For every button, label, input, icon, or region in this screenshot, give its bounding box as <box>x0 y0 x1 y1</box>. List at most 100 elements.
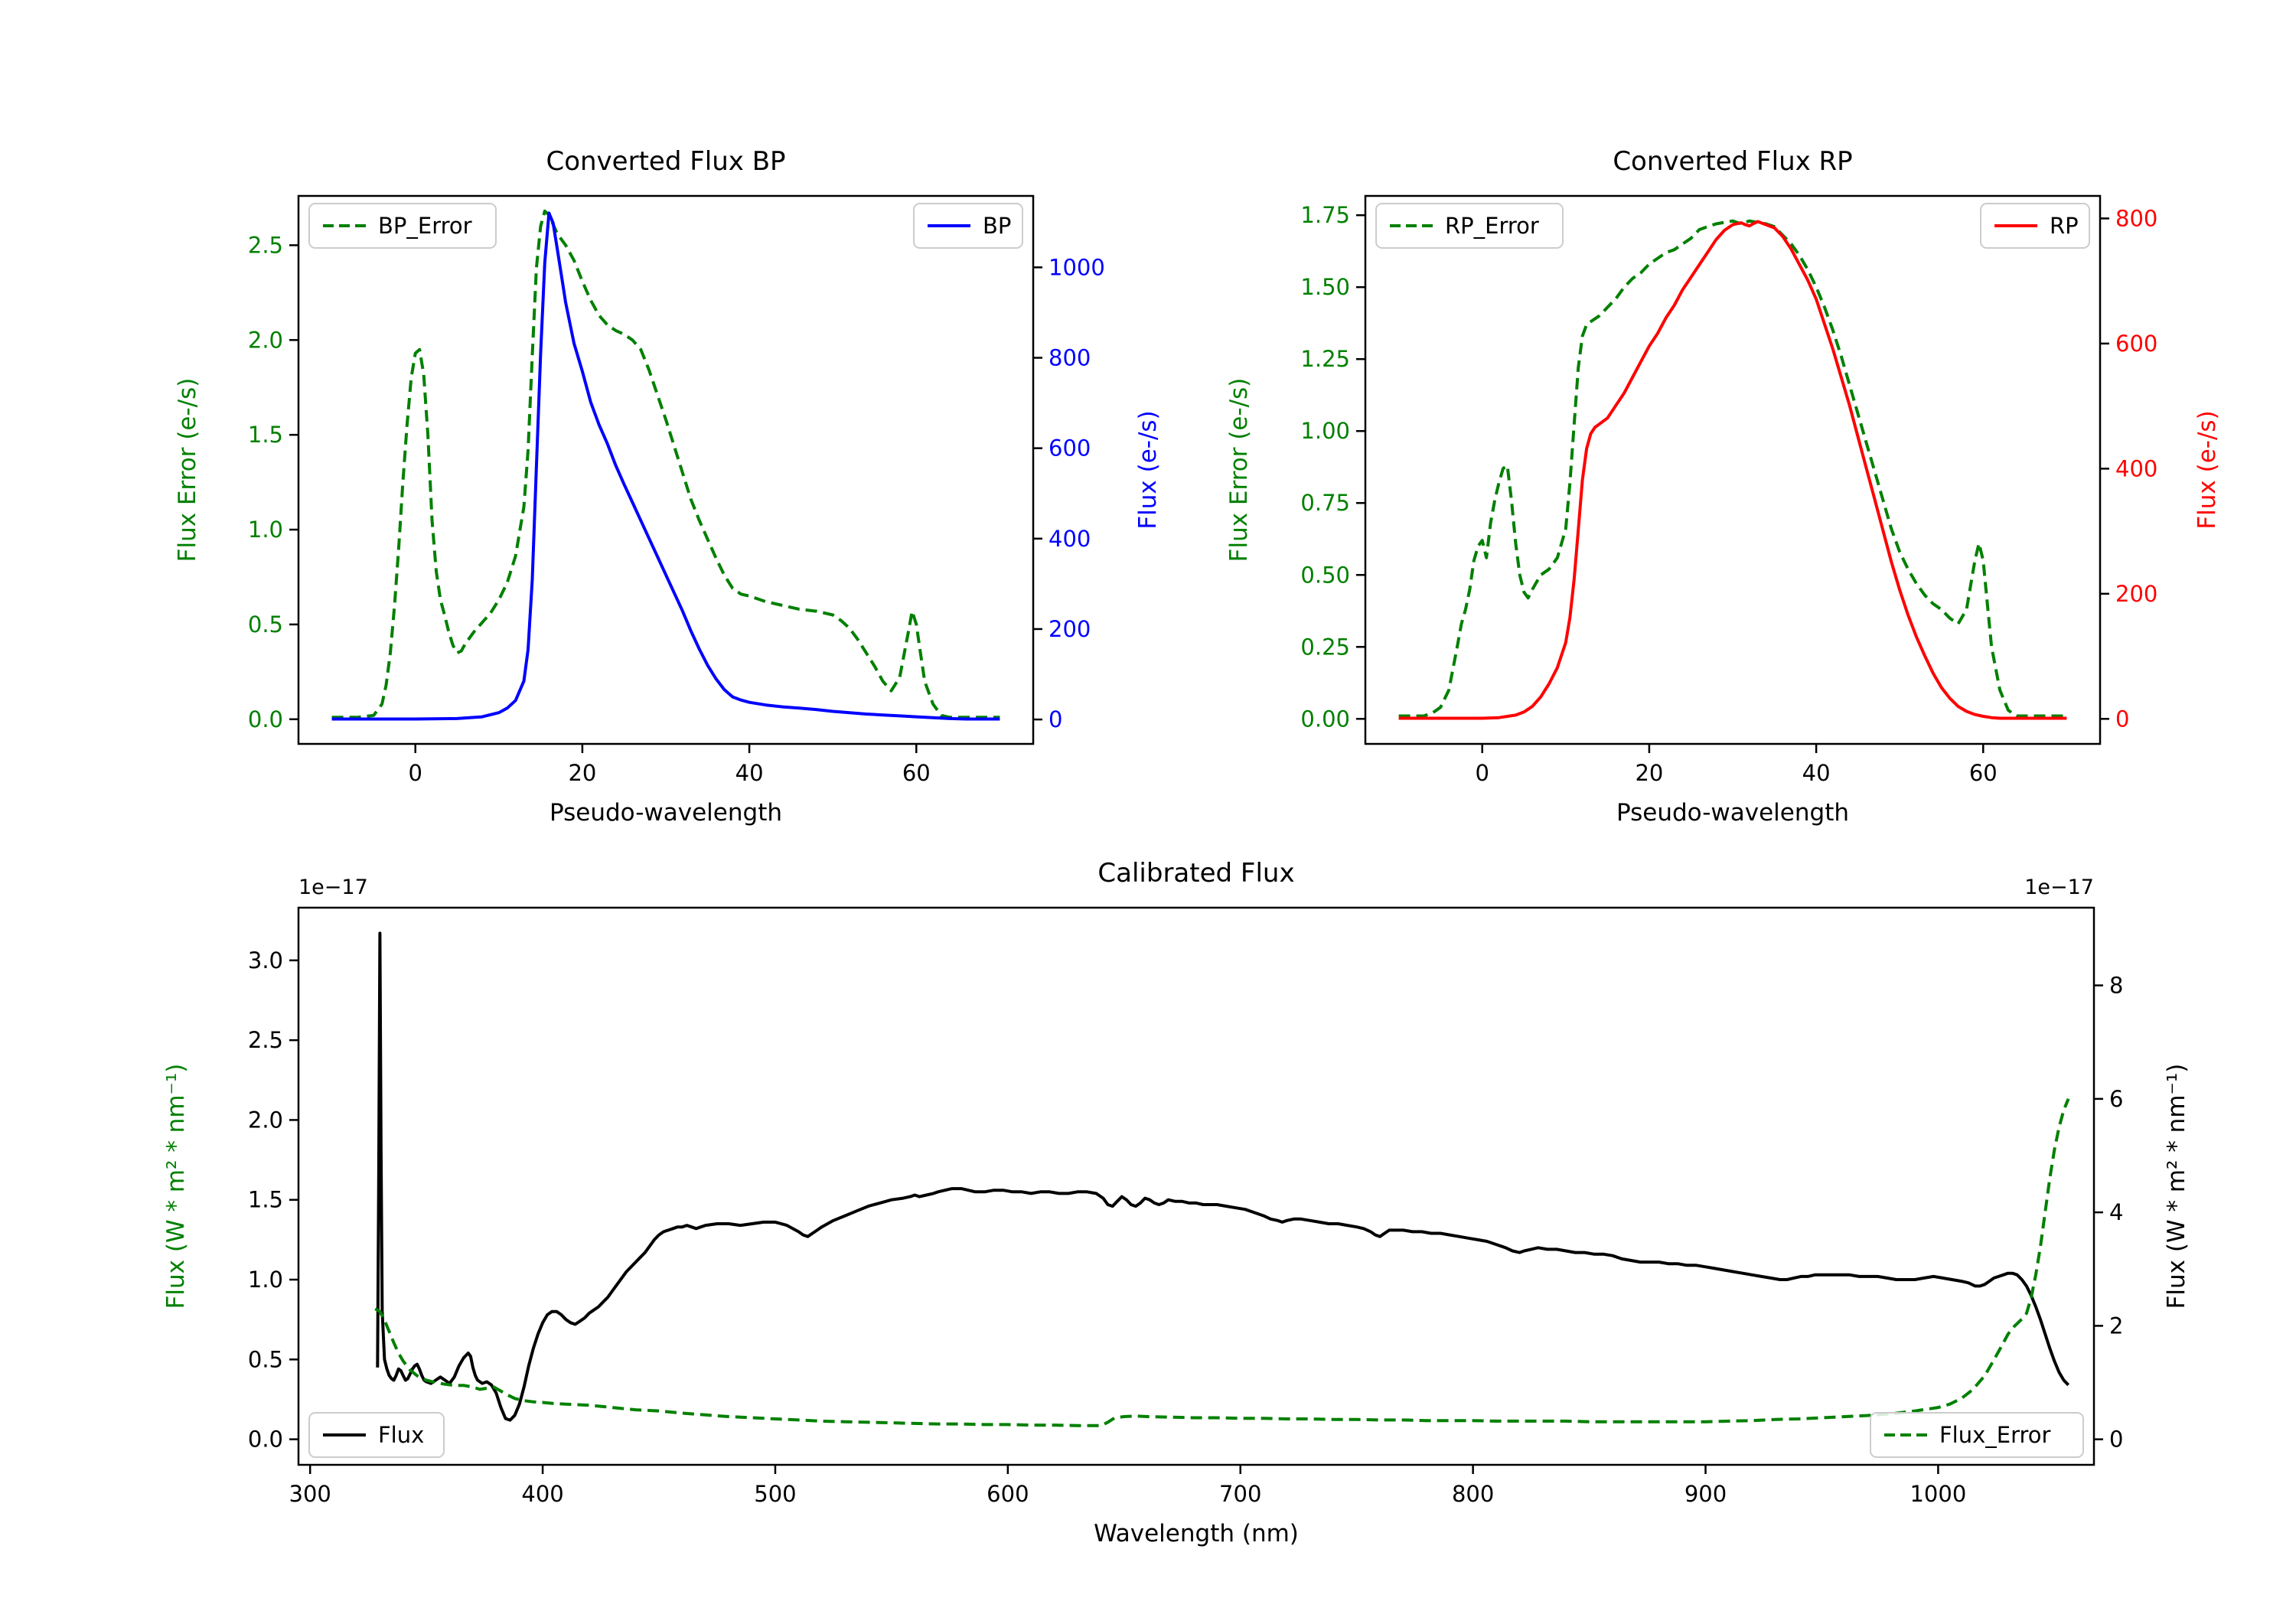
legend-label: Flux <box>378 1422 424 1448</box>
BP_Error-line <box>331 209 1000 719</box>
x-tick-label: 0 <box>409 760 422 786</box>
x-axis-label: Wavelength (nm) <box>1094 1520 1299 1547</box>
y-tick-label-left: 2.0 <box>248 1107 283 1133</box>
x-tick-label: 0 <box>1476 760 1489 786</box>
x-axis: 300 400 500 600 700 800 900 1000 Wavelength (nm) <box>289 1465 1966 1547</box>
y-tick-label-left: 0.75 <box>1300 490 1350 516</box>
y-axis-right-label: Flux (e-/s) <box>1134 410 1162 529</box>
y-tick-label-left: 2.0 <box>248 327 283 353</box>
y-tick-label-right: 6 <box>2109 1086 2123 1112</box>
y-axis-left-label: Flux Error (e-/s) <box>1225 378 1253 563</box>
y-axis-right-label: Flux (W * m² * nm⁻¹) <box>2163 1064 2190 1309</box>
x-tick-label: 600 <box>987 1481 1029 1507</box>
y-tick-label-right: 0 <box>2115 706 2129 732</box>
chart-title: Converted Flux RP <box>1613 146 1852 177</box>
y-tick-label-left: 0.5 <box>248 1346 283 1372</box>
y-axis-left: 0.0 0.5 1.0 1.5 2.0 2.5 3.0 Flux (W * m² * nm⁻¹… <box>162 947 298 1453</box>
y-tick-label-left: 2.5 <box>248 232 283 258</box>
y-tick-label-left: 0.00 <box>1300 706 1350 732</box>
y-tick-label-left: 0.5 <box>248 611 283 638</box>
series-group <box>331 209 1000 721</box>
y-tick-label-left: 3.0 <box>248 947 283 973</box>
x-tick-label: 300 <box>289 1481 331 1507</box>
x-tick-label: 400 <box>521 1481 563 1507</box>
y-tick-label-left: 1.0 <box>248 1267 283 1293</box>
y-tick-label-left: 0.0 <box>248 1427 283 1453</box>
offset-text-right: 1e−17 <box>2024 876 2094 899</box>
x-tick-label: 900 <box>1684 1481 1727 1507</box>
y-tick-label-left: 1.50 <box>1300 274 1350 300</box>
legend-Flux: Flux <box>308 1412 445 1458</box>
x-tick-label: 800 <box>1452 1481 1494 1507</box>
legend-frame <box>308 1412 445 1458</box>
chart-title: Calibrated Flux <box>1097 858 1294 889</box>
legend-label: RP <box>2050 213 2079 239</box>
y-tick-label-right: 600 <box>2115 331 2157 357</box>
legend-label: BP <box>983 213 1011 239</box>
y-tick-label-left: 1.0 <box>248 517 283 543</box>
axes-spines <box>1364 194 2102 745</box>
x-tick-label: 60 <box>902 760 931 786</box>
y-tick-label-left: 1.75 <box>1300 202 1350 228</box>
x-tick-label: 60 <box>1969 760 1998 786</box>
offset-text-left: 1e−17 <box>298 876 368 899</box>
y-axis-left-label: Flux Error (e-/s) <box>174 378 201 563</box>
x-tick-label: 40 <box>735 760 764 786</box>
chart-rp: 0 20 40 60 Pseudo-wavelength 0.00 0.25 0.50 0.75… <box>1225 146 2221 827</box>
RP_Error-line <box>1398 219 2067 718</box>
x-axis-label: Pseudo-wavelength <box>1616 799 1849 827</box>
y-tick-label-right: 400 <box>2115 455 2157 481</box>
y-tick-label-right: 8 <box>2109 973 2123 999</box>
legend-Flux_Error: Flux_Error <box>1870 1412 2084 1458</box>
y-tick-label-left: 0.50 <box>1300 562 1350 588</box>
x-axis-label: Pseudo-wavelength <box>550 799 782 827</box>
y-tick-label-right: 1000 <box>1049 254 1105 280</box>
y-tick-label-right: 200 <box>2115 581 2157 607</box>
y-tick-label-left: 1.25 <box>1300 346 1350 372</box>
y-tick-label-right: 2 <box>2109 1313 2123 1339</box>
x-tick-label: 20 <box>1635 760 1663 786</box>
y-tick-label-left: 0.0 <box>248 706 283 732</box>
Flux-line <box>376 931 2070 1422</box>
y-tick-label-left: 2.5 <box>248 1027 283 1053</box>
x-tick-label: 500 <box>754 1481 796 1507</box>
y-tick-label-left: 1.00 <box>1300 418 1350 444</box>
Flux_Error-line <box>374 1098 2070 1427</box>
legend-RP: RP <box>1980 203 2090 249</box>
y-tick-label-right: 0 <box>2109 1427 2123 1453</box>
y-axis-right: 0 200 400 600 800 Flux (e-/s) <box>2100 205 2221 732</box>
y-tick-label-right: 400 <box>1049 526 1091 552</box>
x-axis: 0 20 40 60 Pseudo-wavelength <box>409 744 931 827</box>
chart-bp: 0 20 40 60 Pseudo-wavelength 0.0 0.5 1.0 1.5 2.0 2… <box>174 146 1162 827</box>
y-tick-label-left: 1.5 <box>248 422 283 448</box>
series-group <box>374 931 2070 1427</box>
legend-BP_Error: BP_Error <box>308 203 497 249</box>
y-tick-label-right: 800 <box>1049 344 1091 370</box>
legend-label: Flux_Error <box>1939 1422 2051 1448</box>
legend-label: RP_Error <box>1445 213 1539 239</box>
BP-line <box>331 211 1000 721</box>
axes-spines <box>297 194 1035 745</box>
legend-RP_Error: RP_Error <box>1375 203 1564 249</box>
legend-frame <box>1375 203 1564 249</box>
y-axis-right: 0 2 4 6 8 Flux (W * m² * nm⁻¹) <box>2094 973 2190 1453</box>
y-axis-left-label: Flux (W * m² * nm⁻¹) <box>162 1064 190 1309</box>
y-tick-label-right: 600 <box>1049 435 1091 461</box>
RP-line <box>1398 220 2067 720</box>
y-tick-label-right: 0 <box>1049 706 1062 732</box>
y-axis-right: 0 200 400 600 800 1000 Flux (e-/s) <box>1033 254 1162 732</box>
x-tick-label: 40 <box>1802 760 1831 786</box>
legend-BP: BP <box>913 203 1023 249</box>
y-axis-right-label: Flux (e-/s) <box>2193 410 2221 529</box>
y-tick-label-right: 4 <box>2109 1199 2123 1225</box>
y-tick-label-right: 200 <box>1049 616 1091 642</box>
chart-calibrated: 300 400 500 600 700 800 900 1000 Wavelength (nm)… <box>162 858 2190 1547</box>
x-axis: 0 20 40 60 Pseudo-wavelength <box>1476 744 1998 827</box>
series-group <box>1398 219 2067 720</box>
y-axis-left: 0.0 0.5 1.0 1.5 2.0 2.5 Flux Error (e-/s) <box>174 232 298 732</box>
axes-spines <box>297 906 2095 1466</box>
y-axis-left: 0.00 0.25 0.50 0.75 1.00 1.25 1.50 1.75 Flux Err… <box>1225 202 1365 732</box>
x-tick-label: 20 <box>568 760 596 786</box>
